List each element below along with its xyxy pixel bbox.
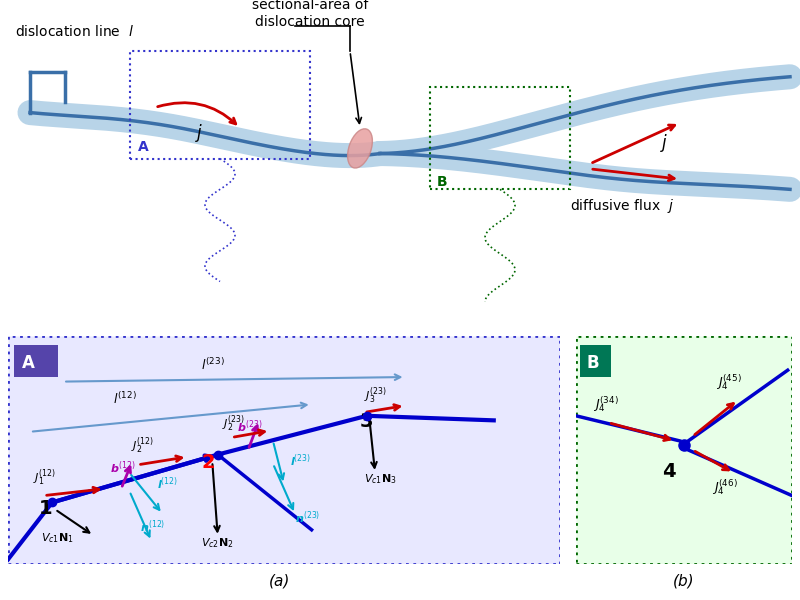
- Text: $l^{(23)}$: $l^{(23)}$: [202, 357, 225, 373]
- Text: $\boldsymbol{l}^{(12)}$: $\boldsymbol{l}^{(12)}$: [157, 476, 178, 492]
- Text: dislocation line  $l$: dislocation line $l$: [15, 24, 134, 39]
- Text: A: A: [22, 355, 34, 373]
- Text: diffusive flux  $j$: diffusive flux $j$: [570, 197, 674, 215]
- Text: $\boldsymbol{n}^{(23)}$: $\boldsymbol{n}^{(23)}$: [295, 510, 320, 526]
- Text: $\boldsymbol{b}^{(12)}$: $\boldsymbol{b}^{(12)}$: [110, 460, 135, 476]
- Text: $J_2^{(23)}$: $J_2^{(23)}$: [222, 413, 246, 434]
- Ellipse shape: [348, 129, 372, 168]
- Text: $\mathbf{1}$: $\mathbf{1}$: [38, 499, 53, 518]
- Text: $J_2^{(12)}$: $J_2^{(12)}$: [130, 436, 154, 457]
- Text: $\mathbf{2}$: $\mathbf{2}$: [202, 453, 215, 472]
- Text: $J_4^{(34)}$: $J_4^{(34)}$: [594, 395, 619, 415]
- Text: $\boldsymbol{l}^{(23)}$: $\boldsymbol{l}^{(23)}$: [290, 453, 310, 469]
- Text: B: B: [437, 175, 448, 189]
- Text: $\boldsymbol{b}^{(23)}$: $\boldsymbol{b}^{(23)}$: [237, 419, 262, 435]
- Text: $J_1^{(12)}$: $J_1^{(12)}$: [33, 467, 56, 488]
- Text: $V_{c1}\mathbf{N}_1$: $V_{c1}\mathbf{N}_1$: [41, 531, 74, 545]
- Text: $\mathbf{4}$: $\mathbf{4}$: [662, 463, 677, 481]
- FancyBboxPatch shape: [580, 345, 610, 377]
- Text: $J_4^{(45)}$: $J_4^{(45)}$: [717, 372, 742, 392]
- Text: $\mathbf{3}$: $\mathbf{3}$: [358, 412, 373, 431]
- Text: (b): (b): [673, 573, 695, 588]
- Text: $j$: $j$: [660, 133, 669, 154]
- Text: $\boldsymbol{n}^{(12)}$: $\boldsymbol{n}^{(12)}$: [141, 519, 166, 535]
- Text: $J_4^{(46)}$: $J_4^{(46)}$: [712, 477, 738, 497]
- Text: $J_3^{(23)}$: $J_3^{(23)}$: [364, 385, 387, 406]
- FancyBboxPatch shape: [14, 345, 58, 377]
- Text: (a): (a): [270, 573, 290, 588]
- Text: $l^{(12)}$: $l^{(12)}$: [113, 391, 137, 407]
- Text: sectional-area of
dislocation core: sectional-area of dislocation core: [252, 0, 368, 29]
- Text: $V_{c2}\mathbf{N}_2$: $V_{c2}\mathbf{N}_2$: [202, 536, 234, 550]
- Text: $j$: $j$: [195, 122, 203, 144]
- Text: A: A: [138, 140, 149, 154]
- Text: B: B: [586, 355, 599, 373]
- Text: $V_{c1}\mathbf{N}_3$: $V_{c1}\mathbf{N}_3$: [364, 472, 397, 486]
